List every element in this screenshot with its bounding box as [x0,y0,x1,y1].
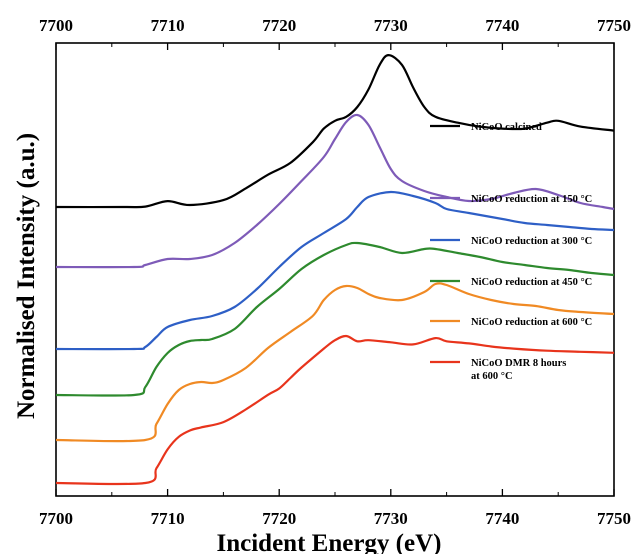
legend-label: NiCoO reduction at 300 °C [471,236,592,247]
legend-label: NiCoO calcined [471,122,542,133]
series-lines [55,54,615,486]
x-tick-label: 7720 [262,509,296,528]
x-axis-title: Incident Energy (eV) [217,530,442,554]
series-line-2 [55,113,615,269]
legend-label: NiCoO DMR 8 hours [471,358,566,369]
x-ticks-bottom: 7700 7710 7720 7730 7740 7750 [39,489,631,528]
legend-label-line2: at 600 °C [471,371,513,382]
x-tick-label: 7730 [374,509,408,528]
series-line-3 [55,190,615,351]
series-line-6 [55,334,615,486]
x-tick-label: 7710 [151,509,185,528]
x-tick-label-top: 7750 [597,16,631,35]
x-tick-label-top: 7700 [39,16,73,35]
y-axis-title: Normalised Intensity (a.u.) [13,133,40,419]
x-tick-label: 7740 [485,509,519,528]
plot-frame [55,42,615,497]
legend-label: NiCoO reduction at 450 °C [471,277,592,288]
x-tick-label-top: 7730 [374,16,408,35]
legend-label: NiCoO reduction at 600 °C [471,317,592,328]
x-tick-label: 7750 [597,509,631,528]
plot-border [55,42,615,497]
x-tick-label-top: 7720 [262,16,296,35]
x-tick-label: 7700 [39,509,73,528]
legend-label: NiCoO reduction at 150 °C [471,194,592,205]
series-line-5 [55,282,615,443]
x-tick-label-top: 7740 [485,16,519,35]
series-line-1 [55,54,615,209]
series-line-4 [55,241,615,397]
legend: NiCoO calcined NiCoO reduction at 150 °C N… [430,122,592,382]
x-ticks-top: 7700 7710 7720 7730 7740 7750 [39,16,631,50]
x-tick-label-top: 7710 [151,16,185,35]
